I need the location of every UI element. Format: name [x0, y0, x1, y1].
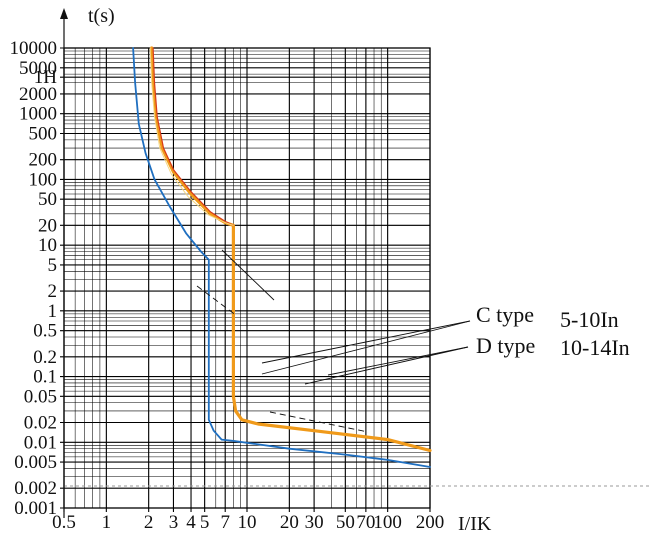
x-tick-label: 3 [169, 512, 179, 533]
x-tick-label: 2 [144, 512, 154, 533]
x-tick-label: 0.5 [52, 512, 76, 533]
y-tick-label: 0.5 [33, 321, 57, 342]
x-tick-label: 100 [373, 512, 402, 533]
x-axis-label: I/IK [458, 513, 492, 535]
y-tick-label: 0.1 [33, 367, 57, 388]
y-tick-label: 0.005 [14, 452, 57, 473]
y-tick-label: 0.002 [14, 478, 57, 499]
x-tick-label: 1 [102, 512, 112, 533]
y-tick-label: 500 [29, 123, 58, 144]
y-tick-label: 0.2 [33, 347, 57, 368]
x-tick-label: 10 [238, 512, 257, 533]
y-tick-label: 100 [29, 169, 58, 190]
y-tick-label: 10 [38, 235, 57, 256]
x-tick-label: 7 [220, 512, 230, 533]
y-tick-label: 10000 [10, 38, 58, 59]
c-type-leader-upper [261, 320, 471, 364]
y-tick-label: 5 [48, 255, 58, 276]
dashed-mark-upper [196, 285, 238, 317]
y-tick-label: 2000 [19, 84, 57, 105]
y-tick-label: 2 [48, 281, 58, 302]
c-type-leader-lower [261, 320, 471, 375]
legend-d-type-label: D type [476, 333, 535, 358]
y-tick-label: 0.02 [24, 413, 57, 434]
y-axis-label: t(s) [88, 5, 115, 27]
dashed-marks [196, 285, 369, 433]
d-type-leader-lower [304, 346, 469, 385]
series-line-2 [152, 47, 234, 226]
y-tick-label: 200 [29, 150, 58, 171]
y-tick-label: 20 [38, 215, 57, 236]
x-tick-label: 70 [356, 512, 375, 533]
x-tick-label: 50 [336, 512, 355, 533]
legend-c-type-value: 5-10In [560, 307, 619, 332]
y-axis-arrow-icon [60, 8, 68, 19]
series-line-1 [150, 46, 432, 453]
y-tick-label: 0.05 [24, 386, 57, 407]
y-tick-label: 1 [48, 301, 58, 322]
y-tick-label: 0.01 [24, 432, 57, 453]
dashed-mark-lower [269, 411, 369, 433]
y-tick-label: 0.001 [14, 498, 57, 519]
x-tick-label: 4 [186, 512, 196, 533]
y-tick-label: 5000 [19, 58, 57, 79]
tangent-line [221, 249, 275, 301]
annotation-leader-lines [221, 249, 471, 385]
y-axis: t(s) [60, 5, 115, 518]
series-line-3 [149, 47, 234, 226]
grid-major [60, 47, 431, 512]
legend-c-type-label: C type [476, 302, 534, 327]
y-tick-label: 1000 [19, 104, 57, 125]
d-type-leader-upper [327, 346, 469, 376]
y-tick-label: 1H [34, 67, 58, 88]
x-tick-label: 20 [280, 512, 299, 533]
x-tick-label: 5 [200, 512, 210, 533]
legend: C type 5-10In D type 10-14In [476, 302, 630, 360]
x-tick-label: 200 [416, 512, 445, 533]
series-line-0 [132, 47, 431, 468]
legend-d-type-value: 10-14In [560, 335, 630, 360]
y-tick-label: 50 [38, 189, 57, 210]
series-group [132, 46, 432, 468]
x-tick-label: 30 [305, 512, 324, 533]
